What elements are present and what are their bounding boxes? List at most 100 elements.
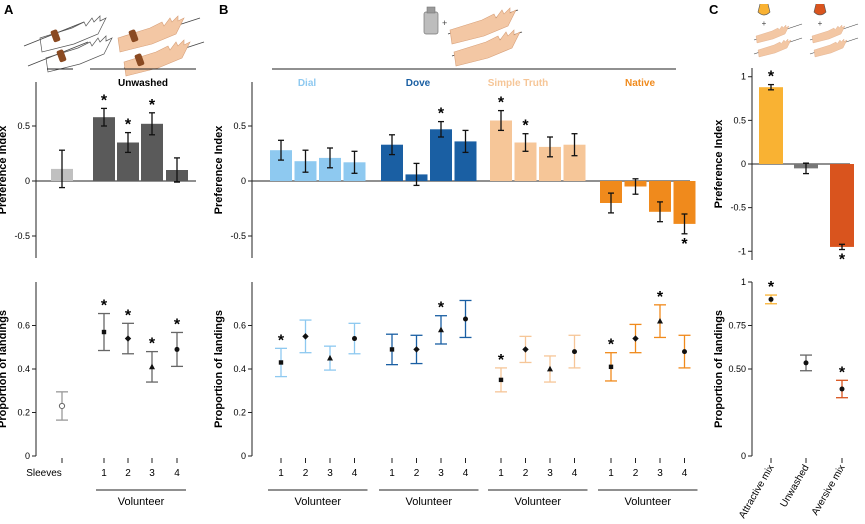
- x-axis-label: Volunteer: [406, 496, 453, 508]
- panel-b-landings-chart: 0 0.2 0.4 0.6 Proportion of landings * 1 2 3 4 Vol…: [213, 282, 698, 508]
- panel-label-c: C: [709, 2, 719, 17]
- significance-star: *: [522, 118, 529, 135]
- marker-square: [608, 364, 614, 370]
- panel-a-preference-chart: -0.5 0 0.5 Preference Index * * *: [0, 82, 196, 258]
- x-tick-label: 3: [149, 468, 155, 479]
- panel-label-b: B: [219, 2, 228, 17]
- y-tick-label: 0: [741, 451, 746, 461]
- panel-label-a: A: [4, 2, 14, 17]
- x-tick-label: 1: [498, 468, 504, 479]
- bar-aversive-mix: [830, 164, 854, 247]
- marker-diamond: [302, 333, 309, 340]
- x-tick-label: 3: [438, 468, 444, 479]
- y-tick-label: 0.4: [233, 364, 246, 374]
- y-tick-label: 1: [741, 277, 746, 287]
- marker-triangle: [547, 365, 553, 372]
- marker-square: [101, 329, 107, 335]
- significance-star: *: [174, 316, 181, 333]
- marker-triangle: [657, 317, 663, 324]
- x-tick-label: 3: [657, 468, 663, 479]
- y-tick-label: 0.5: [233, 121, 246, 131]
- x-tick-label: 1: [101, 468, 107, 479]
- marker-triangle: [149, 363, 155, 370]
- significance-star: *: [608, 337, 615, 354]
- y-tick-label: 0: [241, 176, 246, 186]
- x-tick-label: 4: [682, 468, 688, 479]
- significance-star: *: [149, 97, 156, 114]
- y-tick-label: 0: [25, 176, 30, 186]
- unwashed-header: Unwashed: [118, 78, 168, 89]
- marker-square: [498, 377, 504, 383]
- marker-circle: [768, 296, 774, 302]
- y-tick-label: 0.75: [728, 321, 746, 331]
- x-tick-label: 2: [125, 468, 131, 479]
- significance-star: *: [278, 332, 285, 349]
- marker-diamond: [522, 346, 529, 353]
- x-tick-label: 4: [572, 468, 578, 479]
- significance-star: *: [681, 236, 688, 253]
- svg-text:+: +: [818, 19, 823, 28]
- panel-c-preference-chart: -1 -0.5 0 0.5 1 Preference Index * *: [713, 68, 854, 269]
- bar-simple-truth-2: [514, 142, 537, 181]
- y-tick-label: 0.5: [733, 115, 746, 125]
- y-axis-label: Preference Index: [213, 125, 225, 215]
- y-tick-label: 0: [25, 451, 30, 461]
- significance-star: *: [657, 289, 664, 306]
- panel-c-landings-chart: 0 0.50 0.75 1 Proportion of landings * Attract…: [713, 277, 848, 520]
- x-tick-label: 1: [608, 468, 614, 479]
- y-tick-label: 1: [741, 72, 746, 82]
- x-tick-label: 4: [463, 468, 469, 479]
- significance-star: *: [149, 336, 156, 353]
- y-axis-label: Proportion of landings: [213, 310, 225, 428]
- bar-dove-1: [381, 144, 403, 181]
- significance-star: *: [498, 352, 505, 369]
- significance-star: *: [438, 300, 445, 317]
- x-tick-label: 2: [414, 468, 420, 479]
- x-tick-label: 3: [327, 468, 333, 479]
- marker-circle: [572, 349, 577, 355]
- x-tick-label: 4: [352, 468, 358, 479]
- y-tick-label: 0.6: [17, 321, 30, 331]
- y-tick-label: -0.5: [14, 231, 30, 241]
- y-axis-label: Preference Index: [0, 125, 9, 215]
- y-tick-label: -1: [738, 246, 746, 256]
- x-axis-label: Volunteer: [295, 496, 342, 508]
- bar-native-3: [649, 181, 671, 212]
- x-axis-label: Volunteer: [515, 496, 562, 508]
- illustration-soap: +: [423, 6, 523, 67]
- bar-dial-1: [270, 150, 292, 181]
- significance-star: *: [839, 252, 846, 269]
- x-tick-label: 1: [389, 468, 395, 479]
- marker-diamond: [413, 346, 420, 353]
- x-tick-label: Aversive mix: [810, 463, 848, 517]
- x-tick-label: 3: [547, 468, 553, 479]
- marker-square: [389, 347, 395, 352]
- bar-dial-3: [319, 157, 341, 181]
- significance-star: *: [101, 298, 108, 315]
- x-axis-label: Volunteer: [118, 496, 165, 508]
- x-tick-label: Attractive mix: [737, 463, 777, 520]
- y-tick-label: 0.5: [17, 121, 30, 131]
- bar-1: [93, 117, 115, 181]
- y-tick-label: 0.4: [17, 364, 30, 374]
- y-tick-label: 0.2: [17, 408, 30, 418]
- svg-text:+: +: [442, 18, 447, 28]
- panel-a-landings-chart: 0 0.2 0.4 0.6 Proportion of landings Sleeves *…: [0, 282, 186, 508]
- bar-native-1: [600, 181, 622, 203]
- header-native: Native: [625, 78, 655, 89]
- significance-star: *: [101, 92, 108, 109]
- marker-circle: [174, 346, 180, 352]
- bar-simple-truth-4: [563, 144, 586, 181]
- x-tick-label: 2: [523, 468, 529, 479]
- marker-circle: [682, 349, 687, 355]
- header-dove: Dove: [406, 78, 431, 89]
- marker-triangle: [327, 354, 333, 361]
- svg-text:+: +: [762, 19, 767, 28]
- x-tick-label: 4: [174, 468, 180, 479]
- y-tick-label: -0.5: [730, 203, 746, 213]
- bar-simple-truth-1: [490, 120, 512, 181]
- y-tick-label: 0.6: [233, 321, 246, 331]
- bar-2: [117, 142, 139, 181]
- x-tick-label: 2: [633, 468, 639, 479]
